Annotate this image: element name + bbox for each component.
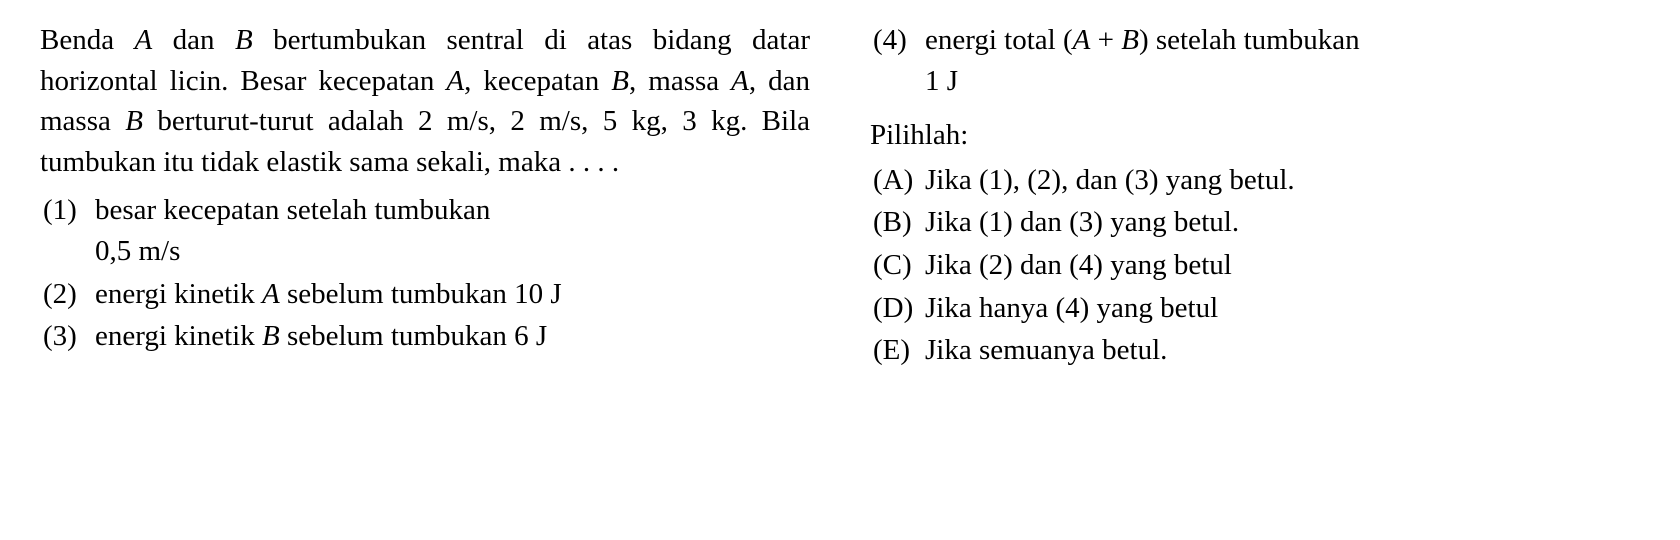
item-text: sebelum tumbukan 10 J [280,278,562,310]
choose-label: Pilihlah: [870,115,1640,156]
var-b: B [125,105,143,137]
option-item: (D) Jika hanya (4) yang betul [870,288,1640,329]
var-b: B [235,24,253,56]
list-item: (1) besar kecepatan setelah tumbukan 0,5… [40,190,810,271]
option-text: Jika (2) dan (4) yang betul [925,245,1640,286]
item-content: besar kecepatan setelah tumbukan 0,5 m/s [95,190,810,271]
para-text: Benda [40,24,135,56]
item-text: ) setelah tumbukan [1139,24,1360,56]
options-list: (A) Jika (1), (2), dan (3) yang betul. (… [870,160,1640,371]
item-content: energi kinetik B sebelum tumbukan 6 J [95,316,810,357]
var-b: B [1121,24,1139,56]
para-text: dan [152,24,235,56]
option-marker: (A) [870,160,925,201]
option-marker: (C) [870,245,925,286]
question-paragraph: Benda A dan B bertumbukan sentral di ata… [40,20,810,182]
list-item: (3) energi kinetik B sebelum tumbukan 6 … [40,316,810,357]
item-text: energi kinetik [95,278,262,310]
option-item: (E) Jika semuanya betul. [870,330,1640,371]
list-item: (4) energi total (A + B) setelah tumbuka… [870,20,1640,101]
para-text: berturut-turut adalah 2 m/s, 2 m/s, 5 kg… [40,105,810,178]
var-a: A [446,65,464,97]
option-marker: (E) [870,330,925,371]
var-a: A [731,65,749,97]
item-marker: (3) [40,316,95,357]
var-a: A [135,24,153,56]
var-b: B [262,320,280,352]
option-text: Jika hanya (4) yang betul [925,288,1640,329]
option-text: Jika semuanya betul. [925,330,1640,371]
right-column: (4) energi total (A + B) setelah tumbuka… [870,20,1640,520]
para-text: , kecepatan [464,65,611,97]
left-column: Benda A dan B bertumbukan sentral di ata… [40,20,810,520]
option-item: (A) Jika (1), (2), dan (3) yang betul. [870,160,1640,201]
item-text: energi kinetik [95,320,262,352]
option-marker: (B) [870,202,925,243]
item-text: + [1090,24,1121,56]
item-text: energi total ( [925,24,1073,56]
option-item: (B) Jika (1) dan (3) yang betul. [870,202,1640,243]
option-item: (C) Jika (2) dan (4) yang betul [870,245,1640,286]
item-content: energi total (A + B) setelah tumbukan 1 … [925,20,1640,101]
var-a: A [262,278,280,310]
item-text: sebelum tumbukan 6 J [280,320,547,352]
var-a: A [1073,24,1091,56]
option-text: Jika (1), (2), dan (3) yang betul. [925,160,1640,201]
item-marker: (4) [870,20,925,101]
var-b: B [611,65,629,97]
item-marker: (2) [40,274,95,315]
statement-list: (1) besar kecepatan setelah tumbukan 0,5… [40,190,810,356]
item-content: energi kinetik A sebelum tumbukan 10 J [95,274,810,315]
item-text: 1 J [925,65,958,97]
para-text: , massa [629,65,731,97]
option-text: Jika (1) dan (3) yang betul. [925,202,1640,243]
option-marker: (D) [870,288,925,329]
item-marker: (1) [40,190,95,271]
item-text: 0,5 m/s [95,235,180,267]
item-text: besar kecepatan setelah tumbukan [95,194,490,226]
list-item: (2) energi kinetik A sebelum tumbukan 10… [40,274,810,315]
